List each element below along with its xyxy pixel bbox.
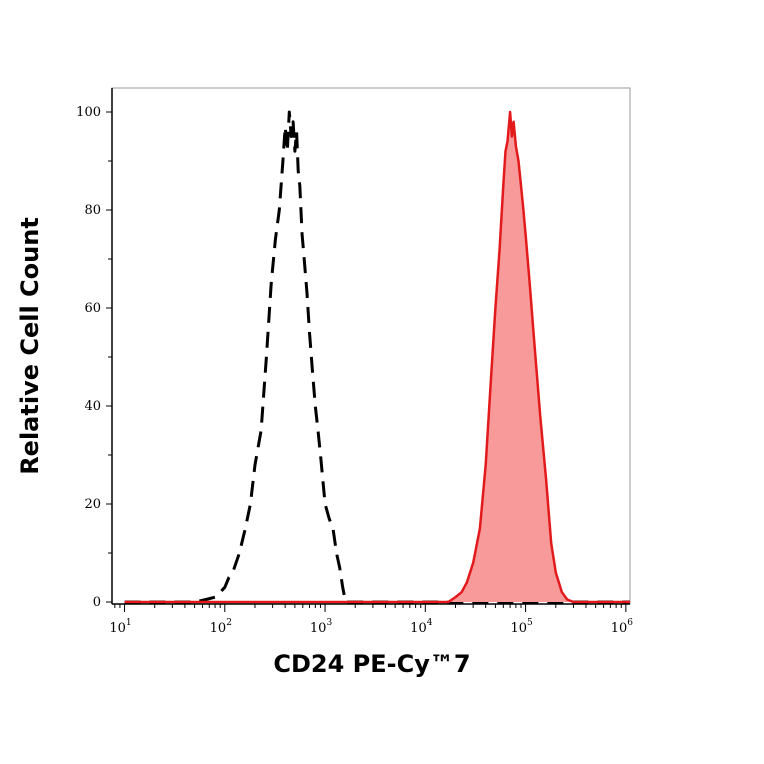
y-tick-label: 80 <box>84 203 101 218</box>
y-axis-title: Relative Cell Count <box>16 217 44 475</box>
x-tick-label: 101 <box>109 618 131 636</box>
x-tick-label: 102 <box>210 618 232 636</box>
x-tick-exponent: 6 <box>627 618 633 628</box>
x-tick-label: 106 <box>611 618 634 636</box>
x-tick-base: 10 <box>510 621 527 636</box>
y-tick-label: 0 <box>93 595 101 610</box>
x-tick-base: 10 <box>611 621 628 636</box>
x-tick-base: 10 <box>210 621 227 636</box>
y-tick-label: 40 <box>84 399 101 414</box>
x-tick-label: 104 <box>410 618 433 636</box>
series-1-fill <box>124 112 630 602</box>
x-tick-exponent: 4 <box>427 618 433 628</box>
series-1-line <box>124 110 630 604</box>
plot-frame <box>111 87 631 605</box>
series-0-line <box>124 110 630 604</box>
y-tick-label: 60 <box>84 301 101 316</box>
x-tick-base: 10 <box>109 621 126 636</box>
x-tick-base: 10 <box>310 621 327 636</box>
y-axis-ticks: 0 20 40 60 80 100 <box>76 105 112 610</box>
series-layer <box>124 110 630 604</box>
x-tick-exponent: 1 <box>126 618 132 628</box>
x-axis-ticks: 101 102 103 104 105 106 <box>109 604 633 636</box>
y-tick-label: 100 <box>76 105 101 120</box>
x-tick-exponent: 5 <box>527 618 533 628</box>
x-tick-exponent: 3 <box>326 618 332 628</box>
x-tick-exponent: 2 <box>226 618 232 628</box>
x-axis-title: CD24 PE-Cy™7 <box>273 650 470 678</box>
y-tick-label: 20 <box>84 497 101 512</box>
x-tick-base: 10 <box>410 621 427 636</box>
x-tick-label: 103 <box>310 618 333 636</box>
x-tick-label: 105 <box>510 618 533 636</box>
